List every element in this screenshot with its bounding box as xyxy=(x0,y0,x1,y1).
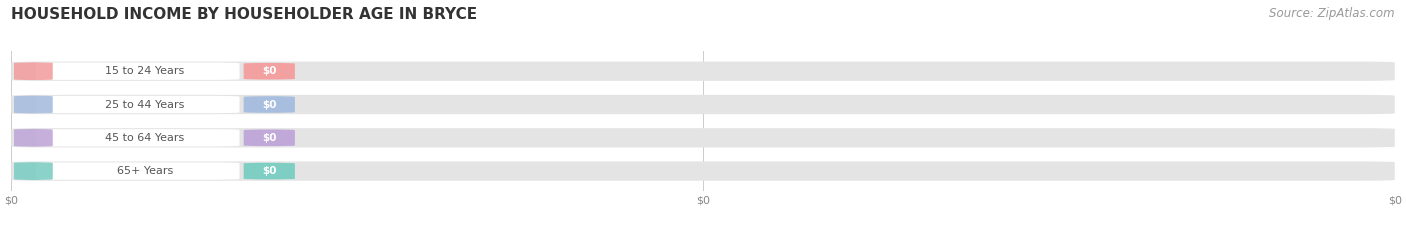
FancyBboxPatch shape xyxy=(37,129,239,147)
Text: 25 to 44 Years: 25 to 44 Years xyxy=(105,99,184,110)
Text: 15 to 24 Years: 15 to 24 Years xyxy=(105,66,184,76)
Text: $0: $0 xyxy=(262,166,277,176)
FancyBboxPatch shape xyxy=(14,162,53,180)
FancyBboxPatch shape xyxy=(11,161,1395,181)
FancyBboxPatch shape xyxy=(14,129,53,147)
FancyBboxPatch shape xyxy=(243,96,295,113)
Text: 65+ Years: 65+ Years xyxy=(117,166,173,176)
FancyBboxPatch shape xyxy=(37,162,239,180)
Text: Source: ZipAtlas.com: Source: ZipAtlas.com xyxy=(1270,7,1395,20)
FancyBboxPatch shape xyxy=(243,163,295,179)
FancyBboxPatch shape xyxy=(37,96,239,113)
FancyBboxPatch shape xyxy=(11,62,1395,81)
Text: HOUSEHOLD INCOME BY HOUSEHOLDER AGE IN BRYCE: HOUSEHOLD INCOME BY HOUSEHOLDER AGE IN B… xyxy=(11,7,478,22)
FancyBboxPatch shape xyxy=(37,63,239,80)
FancyBboxPatch shape xyxy=(14,96,53,113)
FancyBboxPatch shape xyxy=(11,128,1395,147)
FancyBboxPatch shape xyxy=(14,62,53,80)
Text: $0: $0 xyxy=(262,66,277,76)
Text: $0: $0 xyxy=(262,133,277,143)
FancyBboxPatch shape xyxy=(11,95,1395,114)
FancyBboxPatch shape xyxy=(243,130,295,146)
FancyBboxPatch shape xyxy=(243,63,295,79)
Text: 45 to 64 Years: 45 to 64 Years xyxy=(105,133,184,143)
Text: $0: $0 xyxy=(262,99,277,110)
